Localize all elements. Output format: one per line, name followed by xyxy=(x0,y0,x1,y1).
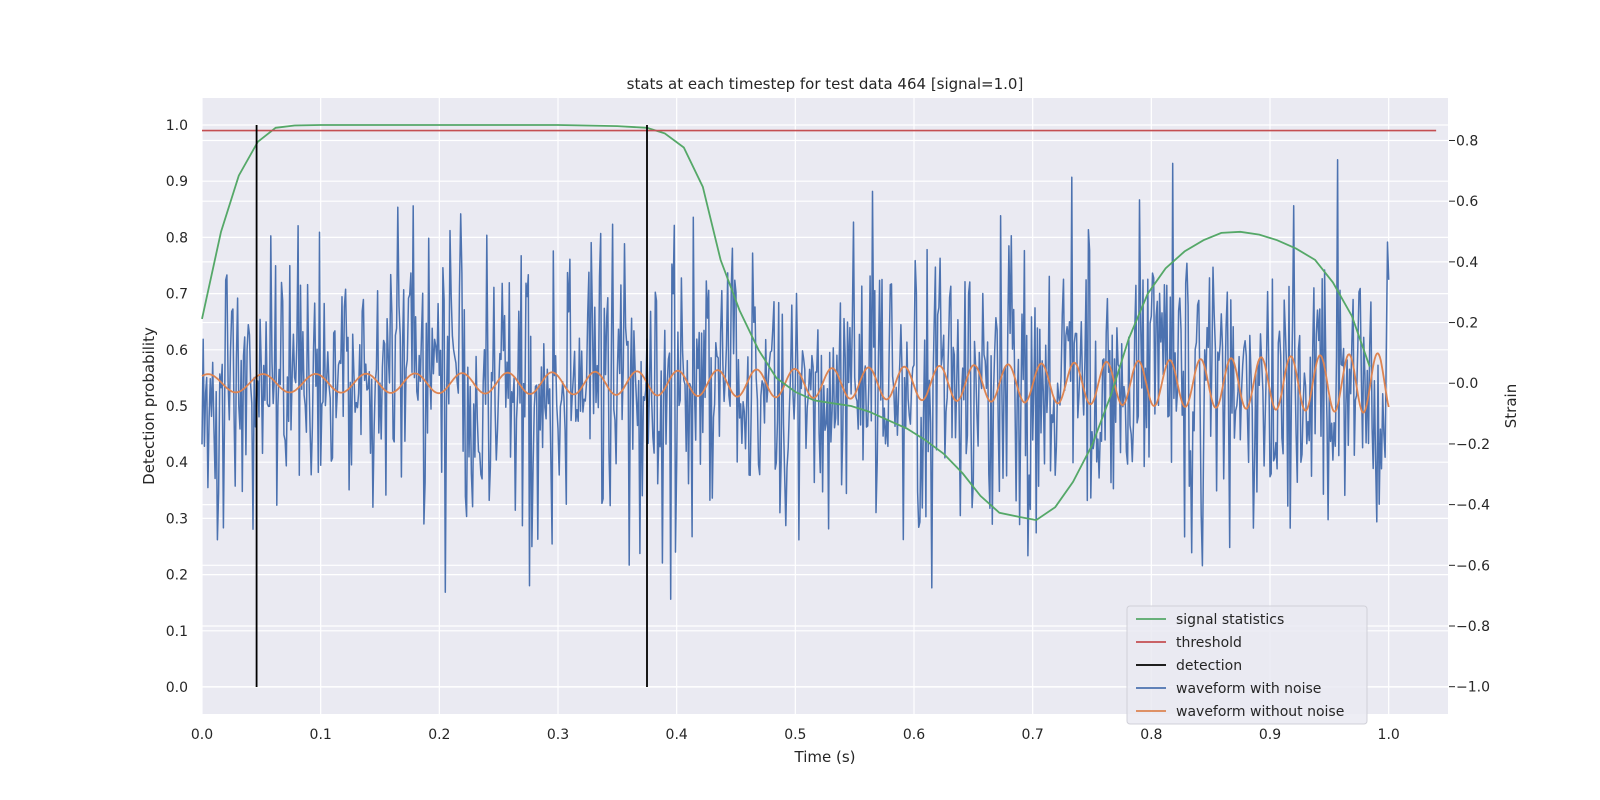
y-left-tick-label: 0.1 xyxy=(166,624,188,640)
legend-label: signal statistics xyxy=(1176,612,1284,628)
y-left-tick-label: 0.3 xyxy=(166,511,188,527)
y-axis-right-label: Strain xyxy=(1502,384,1520,428)
y-right-tick-label: 0.0 xyxy=(1456,376,1478,392)
y-right-tick-label: 0.6 xyxy=(1456,194,1478,210)
y-left-tick-label: 0.8 xyxy=(166,230,188,246)
x-tick-label: 0.7 xyxy=(1022,727,1044,743)
x-tick-label: 1.0 xyxy=(1378,727,1400,743)
y-left-tick-label: 0.7 xyxy=(166,287,188,303)
x-tick-label: 0.5 xyxy=(784,727,806,743)
y-axis-right: −1.0 −0.8 −0.6 −0.4 −0.2 0.0 0.2 0.4 0.6 0.8 xyxy=(1449,133,1490,696)
y-left-tick-label: 0.0 xyxy=(166,680,188,696)
x-tick-label: 0.4 xyxy=(666,727,688,743)
x-tick-label: 0.2 xyxy=(428,727,450,743)
x-axis-label: Time (s) xyxy=(794,748,856,766)
y-left-tick-label: 0.5 xyxy=(166,399,188,415)
x-tick-label: 0.3 xyxy=(547,727,569,743)
legend: signal statistics threshold detection wavef… xyxy=(1126,605,1368,725)
y-left-tick-label: 0.2 xyxy=(166,568,188,584)
grid xyxy=(201,98,1448,714)
y-left-tick-label: 0.4 xyxy=(166,455,188,471)
signal-statistics-line xyxy=(201,124,1371,522)
legend-box xyxy=(1126,605,1368,725)
y-axis-left: 0.0 0.1 0.2 0.3 0.4 0.5 0.6 0.7 0.8 0.9 1.0 xyxy=(166,118,188,696)
x-tick-label: 0.6 xyxy=(903,727,925,743)
y-right-tick-label: −0.2 xyxy=(1456,437,1490,453)
waveform-without-noise-line xyxy=(201,352,1390,414)
y-right-tick-label: −0.6 xyxy=(1456,558,1490,574)
waveform-with-noise-line xyxy=(201,159,1390,600)
y-right-tick-label: 0.8 xyxy=(1456,133,1478,149)
y-right-tick-label: −1.0 xyxy=(1456,680,1490,696)
y-left-tick-label: 0.6 xyxy=(166,343,188,359)
y-left-tick-label: 1.0 xyxy=(166,118,188,134)
y-axis-left-label: Detection probability xyxy=(140,327,158,485)
legend-label: detection xyxy=(1176,658,1242,674)
plot-area xyxy=(201,124,1437,688)
y-right-tick-label: 0.4 xyxy=(1456,255,1478,271)
legend-label: waveform with noise xyxy=(1176,681,1321,697)
x-tick-label: 0.8 xyxy=(1140,727,1162,743)
x-tick-label: 0.1 xyxy=(310,727,332,743)
chart-title: stats at each timestep for test data 464… xyxy=(627,75,1024,93)
legend-label: waveform without noise xyxy=(1176,704,1344,720)
y-left-tick-label: 0.9 xyxy=(166,174,188,190)
y-right-tick-label: 0.2 xyxy=(1456,316,1478,332)
y-right-tick-label: −0.4 xyxy=(1456,498,1490,514)
x-tick-label: 0.9 xyxy=(1259,727,1281,743)
x-tick-label: 0.0 xyxy=(191,727,213,743)
legend-label: threshold xyxy=(1176,635,1242,651)
y-right-tick-label: −0.8 xyxy=(1456,619,1490,635)
x-axis: 0.0 0.1 0.2 0.3 0.4 0.5 0.6 0.7 0.8 0.9 1.0 xyxy=(191,727,1400,743)
